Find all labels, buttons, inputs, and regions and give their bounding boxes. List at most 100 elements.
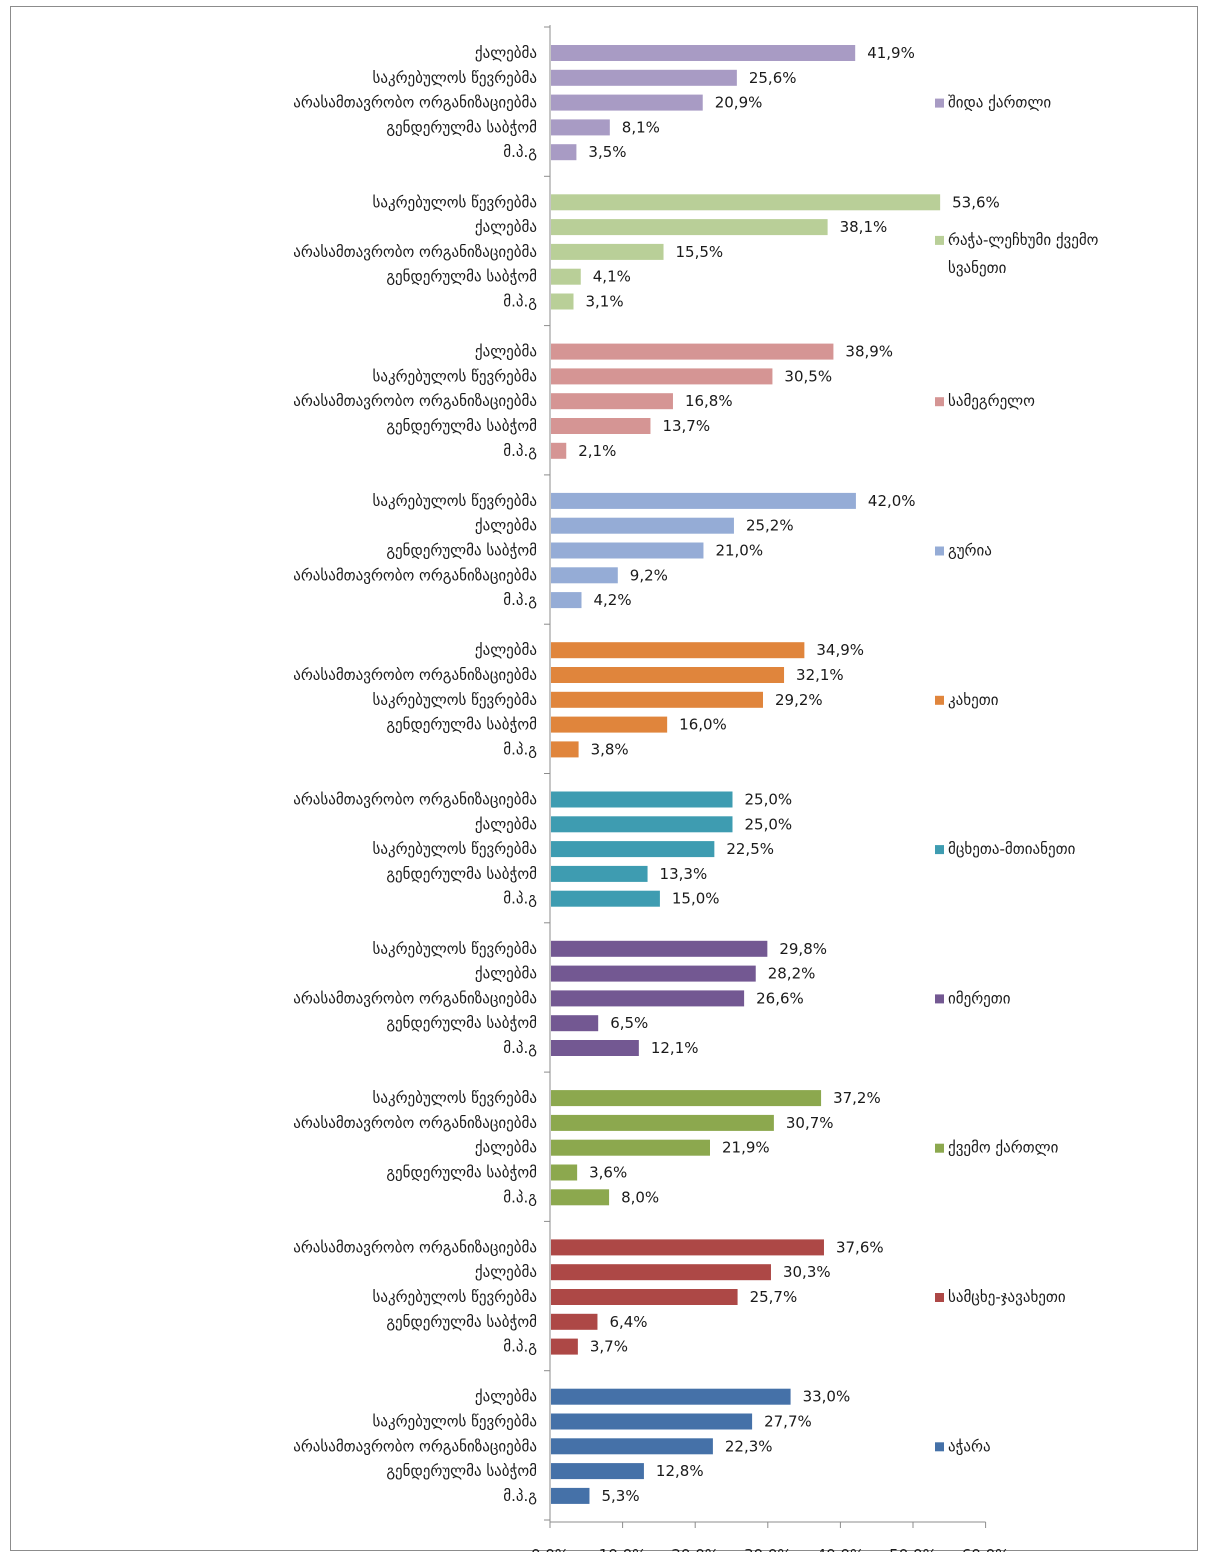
bar [551, 45, 856, 61]
data-label: 12,8% [656, 1462, 704, 1480]
bar [551, 816, 733, 833]
bar [551, 393, 673, 410]
bar [551, 716, 668, 733]
legend-swatch [935, 1293, 944, 1302]
x-tick-label: 10,0% [599, 1546, 647, 1552]
category-label: საკრებულოს წევრებმა [373, 1413, 537, 1431]
data-label: 6,4% [609, 1313, 647, 1331]
bar [551, 144, 577, 161]
legend-label: რაჭა-ლეჩხუმი ქვემო [948, 231, 1099, 249]
legend-swatch [935, 1143, 944, 1153]
legend-label: გურია [948, 542, 992, 560]
data-label: 33,0% [803, 1388, 851, 1406]
data-label: 3,5% [588, 143, 626, 161]
series-group: საკრებულოს წევრებმა 42,0% ქალებმა 25,2% გენდ… [293, 492, 992, 609]
category-label: არასამთავრობო ორგანიზაციებმა [293, 566, 537, 584]
bar [551, 592, 582, 609]
data-label: 3,8% [591, 740, 629, 758]
bar [551, 1438, 713, 1455]
data-label: 13,3% [660, 865, 708, 883]
category-label: არასამთავრობო ორგანიზაციებმა [293, 94, 537, 112]
category-label: გენდერულმა საბჭომ [386, 417, 537, 435]
category-label: არასამთავრობო ორგანიზაციებმა [293, 1238, 537, 1256]
bar [551, 1463, 644, 1480]
bar [551, 691, 763, 708]
category-label: ქალებმა [475, 44, 537, 62]
bar [551, 343, 834, 360]
category-label: არასამთავრობო ორგანიზაციებმა [293, 989, 537, 1007]
data-label: 37,2% [833, 1089, 881, 1107]
category-label: მ.პ.გ [503, 890, 537, 908]
bar [551, 841, 715, 858]
data-label: 37,6% [836, 1238, 884, 1256]
bar [551, 1114, 774, 1131]
category-label: გენდერულმა საბჭომ [386, 118, 537, 136]
category-label: გენდერულმა საბჭომ [386, 716, 537, 734]
series-group: საკრებულოს წევრებმა 53,6% ქალებმა 38,1% არას… [293, 193, 1098, 310]
bar [551, 442, 567, 459]
data-label: 25,6% [749, 69, 797, 87]
bar [551, 1413, 753, 1430]
bar [551, 492, 856, 509]
bar [551, 517, 734, 534]
bar [551, 1239, 824, 1256]
data-label: 8,0% [621, 1188, 659, 1206]
bar [551, 293, 574, 310]
data-label: 34,9% [816, 641, 864, 659]
data-label: 16,8% [685, 392, 733, 410]
data-label: 21,0% [715, 542, 763, 560]
category-label: გენდერულმა საბჭომ [386, 1462, 537, 1480]
data-label: 41,9% [867, 44, 915, 62]
data-label: 25,0% [745, 815, 793, 833]
x-tick-label: 20,0% [671, 1546, 719, 1552]
bar [551, 940, 768, 957]
category-label: გენდერულმა საბჭომ [386, 1313, 537, 1331]
series-group: ქალებმა 33,0% საკრებულოს წევრებმა 27,7% არას… [293, 1388, 990, 1505]
category-label: არასამთავრობო ორგანიზაციებმა [293, 392, 537, 410]
data-label: 30,3% [783, 1263, 831, 1281]
bar [551, 990, 745, 1007]
bar [551, 1487, 590, 1504]
data-label: 3,1% [586, 293, 624, 311]
bar [551, 368, 773, 385]
legend-swatch [935, 695, 944, 705]
bar [551, 1313, 598, 1330]
data-label: 30,7% [786, 1114, 834, 1132]
category-label: მ.პ.გ [503, 1487, 537, 1505]
x-tick-label: 40,0% [817, 1546, 865, 1552]
bar [551, 194, 941, 211]
data-label: 15,0% [672, 890, 720, 908]
category-label: ქალებმა [475, 343, 537, 361]
legend-label: აჭარა [948, 1437, 991, 1455]
category-label: არასამთავრობო ორგანიზაციებმა [293, 1114, 537, 1132]
category-label: ქალებმა [475, 815, 537, 833]
category-label: ქალებმა [475, 641, 537, 659]
category-label: გენდერულმა საბჭომ [386, 1014, 537, 1032]
data-label: 3,7% [590, 1338, 628, 1356]
bar [551, 1139, 710, 1156]
data-label: 3,6% [589, 1164, 627, 1182]
legend-label: სამცხე-ჯავახეთი [948, 1288, 1066, 1306]
category-label: მ.პ.გ [503, 1039, 537, 1057]
bar [551, 69, 737, 86]
data-label: 4,2% [593, 591, 631, 609]
bar [551, 243, 664, 260]
series-group: არასამთავრობო ორგანიზაციებმა 25,0% ქალებმა… [293, 791, 1075, 908]
bar [551, 667, 785, 683]
series-group: ქალებმა 41,9% საკრებულოს წევრებმა 25,6% არას… [293, 44, 1051, 161]
legend-label: სვანეთი [948, 259, 1007, 277]
category-label: ქალებმა [475, 965, 537, 983]
bar [551, 418, 651, 434]
category-label: საკრებულოს წევრებმა [373, 367, 537, 385]
category-label: საკრებულოს წევრებმა [373, 193, 537, 211]
data-label: 9,2% [630, 566, 668, 584]
legend-swatch [935, 994, 944, 1004]
data-label: 12,1% [651, 1039, 699, 1057]
data-label: 8,1% [622, 118, 660, 136]
category-label: მ.პ.გ [503, 143, 537, 161]
bar [551, 1264, 771, 1281]
category-label: ქალებმა [475, 218, 537, 236]
data-label: 25,0% [745, 791, 793, 809]
data-label: 4,1% [593, 268, 631, 286]
bar [551, 268, 581, 285]
